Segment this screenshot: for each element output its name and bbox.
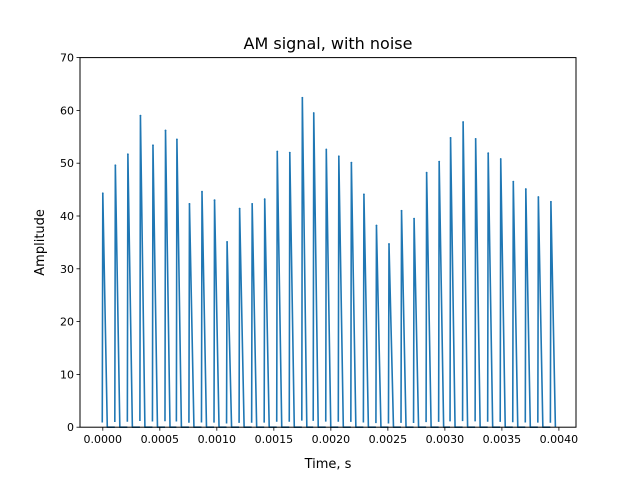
signal-peak-point: [213, 199, 216, 202]
signal-peak-point: [550, 200, 552, 203]
signal-peak-point: [126, 153, 129, 156]
x-axis-ticks: 0.0000 0.0005 0.0010 0.0015 0.0020 0.0025 0.00…: [84, 427, 579, 446]
y-axis-label: Amplitude: [33, 209, 48, 276]
chart-title: AM signal, with noise: [244, 34, 413, 53]
series-layer: [101, 96, 557, 428]
signal-peak-point: [350, 161, 353, 164]
signal-peak-point: [400, 209, 403, 212]
x-tick-label: 0.0015: [255, 433, 294, 446]
signal-peak-point: [474, 138, 477, 140]
signal-peak-point: [139, 114, 142, 117]
x-tick-label: 0.0030: [426, 433, 465, 446]
signal-peak-point: [413, 217, 415, 220]
signal-peak-point: [226, 240, 228, 243]
x-tick-label: 0.0005: [141, 433, 180, 446]
signal-series-line: [101, 96, 557, 428]
y-tick-label: 40: [60, 210, 74, 223]
y-tick-label: 50: [60, 157, 74, 170]
signal-peak-point: [263, 198, 266, 201]
y-tick-label: 20: [60, 316, 74, 329]
x-tick-label: 0.0025: [369, 433, 408, 446]
x-tick-label: 0.0020: [312, 433, 351, 446]
signal-peak-point: [388, 243, 390, 245]
signal-peak-point: [164, 129, 167, 132]
signal-peak-point: [487, 152, 490, 155]
signal-peak-point: [114, 164, 117, 167]
x-tick-label: 0.0035: [483, 433, 522, 446]
signal-peak-point: [176, 138, 178, 141]
signal-peak-point: [288, 151, 291, 154]
y-axis-ticks: 0 10 20 30 40 50 60 70: [60, 52, 80, 434]
signal-peak-point: [512, 180, 515, 183]
y-tick-label: 30: [60, 263, 74, 276]
signal-peak-point: [524, 188, 527, 190]
signal-peak-point: [363, 193, 365, 196]
signal-peak-point: [312, 112, 315, 114]
signal-peak-point: [449, 136, 452, 139]
x-tick-label: 0.0010: [198, 433, 237, 446]
x-tick-label: 0.0000: [84, 433, 123, 446]
y-tick-label: 70: [60, 52, 74, 65]
x-axis-label: Time, s: [304, 457, 352, 472]
signal-peak-point: [499, 158, 502, 160]
signal-peak-point: [438, 160, 441, 163]
x-tick-label: 0.0040: [540, 433, 579, 446]
y-tick-label: 60: [60, 104, 74, 117]
axes-frame: [79, 57, 577, 428]
signal-peak-point: [251, 202, 254, 205]
y-tick-label: 10: [60, 368, 74, 381]
signal-peak-point: [375, 224, 378, 227]
signal-peak-point: [101, 192, 104, 195]
signal-peak-point: [325, 148, 328, 151]
signal-peak-point: [238, 207, 241, 210]
signal-peak-point: [462, 121, 465, 123]
signal-peak-point: [337, 155, 340, 158]
signal-peak-point: [188, 202, 191, 205]
signal-peak-point: [276, 150, 279, 153]
y-tick-label: 0: [67, 421, 74, 434]
signal-peak-point: [425, 171, 428, 174]
signal-peak-point: [152, 144, 154, 147]
signal-peak-point: [301, 96, 304, 99]
signal-peak-point: [537, 196, 540, 198]
signal-peak-point: [201, 190, 203, 193]
